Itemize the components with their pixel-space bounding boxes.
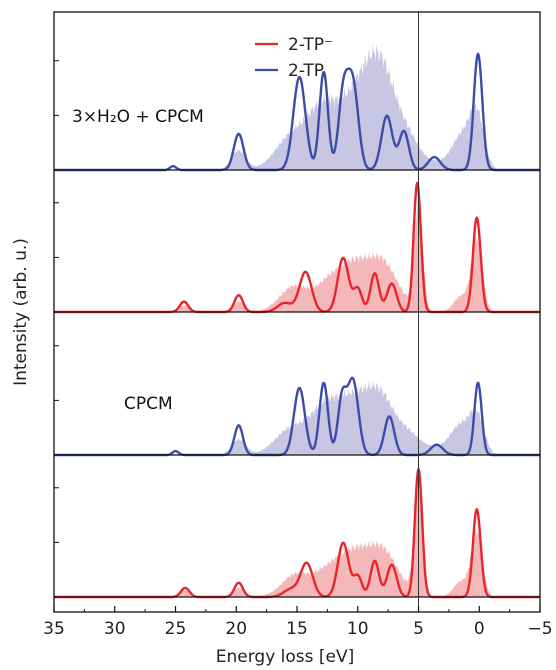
x-tick-label: 30: [104, 619, 126, 639]
x-tick-labels: 35 30 25 20 15 10 5 0 −5: [43, 619, 552, 639]
x-axis-label: Energy loss [eV]: [216, 647, 355, 667]
x-tick-label: −5: [527, 619, 552, 639]
panel-4-shaded-spectrum: [54, 478, 540, 597]
x-tick-label: 25: [165, 619, 187, 639]
x-tick-label: 15: [286, 619, 308, 639]
x-tick-label: 20: [225, 619, 247, 639]
legend-label-2tp: 2-TP: [288, 61, 324, 81]
panel-3-shaded-spectrum: [54, 379, 540, 455]
panel-1-shaded-spectrum: [54, 42, 540, 170]
annotation-cpcm: CPCM: [124, 394, 173, 414]
x-tick-label: 35: [43, 619, 65, 639]
x-tick-label: 0: [474, 619, 485, 639]
panel-dividers: [54, 169, 540, 598]
x-tick-label: 10: [347, 619, 369, 639]
y-axis-label: Intensity (arb. u.): [11, 238, 31, 386]
axis-ticks: [53, 60, 541, 612]
x-tick-label: 5: [413, 619, 424, 639]
annotation-3xh2o-cpcm: 3×H₂O + CPCM: [72, 107, 204, 127]
legend: 2-TP⁻ 2-TP: [255, 35, 333, 81]
legend-label-2tp-anion: 2-TP⁻: [288, 35, 333, 55]
